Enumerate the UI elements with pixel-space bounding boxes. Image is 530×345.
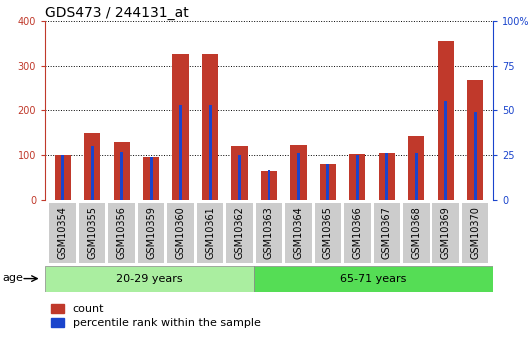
- Text: GSM10367: GSM10367: [382, 206, 392, 259]
- Text: GSM10356: GSM10356: [117, 206, 127, 259]
- Bar: [349, 154, 366, 200]
- Bar: [379, 153, 395, 200]
- Bar: [408, 136, 425, 200]
- Text: 20-29 years: 20-29 years: [116, 274, 183, 284]
- Bar: [120, 152, 123, 200]
- FancyBboxPatch shape: [374, 203, 400, 263]
- Text: GSM10365: GSM10365: [323, 206, 333, 259]
- FancyBboxPatch shape: [432, 203, 459, 263]
- Text: GSM10370: GSM10370: [470, 206, 480, 259]
- FancyBboxPatch shape: [315, 203, 341, 263]
- FancyBboxPatch shape: [109, 203, 135, 263]
- Bar: [444, 101, 447, 200]
- Legend: count, percentile rank within the sample: count, percentile rank within the sample: [50, 304, 261, 328]
- Bar: [385, 154, 388, 200]
- Text: GSM10362: GSM10362: [234, 206, 244, 259]
- Bar: [209, 105, 211, 200]
- Bar: [467, 80, 483, 200]
- Bar: [232, 146, 248, 200]
- Bar: [415, 154, 418, 200]
- FancyBboxPatch shape: [403, 203, 429, 263]
- Bar: [356, 155, 359, 200]
- Bar: [297, 154, 300, 200]
- FancyBboxPatch shape: [167, 203, 194, 263]
- Bar: [179, 105, 182, 200]
- Bar: [55, 155, 71, 200]
- Text: GSM10355: GSM10355: [87, 206, 97, 259]
- FancyBboxPatch shape: [285, 203, 312, 263]
- FancyBboxPatch shape: [254, 266, 493, 292]
- Bar: [172, 55, 189, 200]
- Text: GDS473 / 244131_at: GDS473 / 244131_at: [45, 6, 189, 20]
- Bar: [84, 133, 100, 200]
- Text: GSM10368: GSM10368: [411, 207, 421, 259]
- Text: GSM10360: GSM10360: [175, 207, 186, 259]
- Bar: [474, 112, 476, 200]
- Bar: [113, 142, 130, 200]
- FancyBboxPatch shape: [344, 203, 370, 263]
- FancyBboxPatch shape: [462, 203, 489, 263]
- Bar: [149, 157, 153, 200]
- FancyBboxPatch shape: [49, 203, 76, 263]
- FancyBboxPatch shape: [226, 203, 253, 263]
- Text: GSM10366: GSM10366: [352, 207, 363, 259]
- Bar: [91, 146, 94, 200]
- Text: GSM10363: GSM10363: [264, 207, 274, 259]
- Bar: [61, 155, 64, 200]
- Bar: [202, 55, 218, 200]
- Text: age: age: [2, 273, 23, 283]
- Bar: [438, 41, 454, 200]
- Bar: [268, 170, 270, 200]
- Bar: [261, 171, 277, 200]
- FancyBboxPatch shape: [79, 203, 105, 263]
- Bar: [143, 157, 159, 200]
- Text: 65-71 years: 65-71 years: [340, 274, 407, 284]
- Text: GSM10364: GSM10364: [294, 207, 304, 259]
- Text: GSM10369: GSM10369: [441, 207, 450, 259]
- FancyBboxPatch shape: [255, 203, 282, 263]
- Text: GSM10354: GSM10354: [58, 206, 68, 259]
- Bar: [238, 155, 241, 200]
- Text: GSM10361: GSM10361: [205, 207, 215, 259]
- FancyBboxPatch shape: [45, 266, 254, 292]
- Bar: [320, 164, 336, 200]
- Bar: [290, 145, 306, 200]
- Bar: [326, 164, 329, 200]
- Text: GSM10359: GSM10359: [146, 206, 156, 259]
- FancyBboxPatch shape: [197, 203, 223, 263]
- FancyBboxPatch shape: [138, 203, 164, 263]
